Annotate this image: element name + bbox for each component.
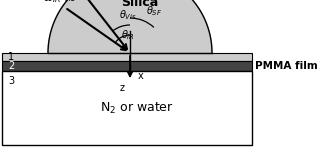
Text: PMMA film: PMMA film <box>255 61 318 71</box>
Text: $\omega_{IR}$: $\omega_{IR}$ <box>43 0 61 5</box>
Text: N$_2$ or water: N$_2$ or water <box>100 100 174 116</box>
Text: 2: 2 <box>8 61 14 71</box>
Text: $\omega_{Vis}$: $\omega_{Vis}$ <box>54 0 77 4</box>
Text: 3: 3 <box>8 76 14 86</box>
Polygon shape <box>48 0 212 53</box>
Bar <box>2 53 252 61</box>
Bar <box>2 71 252 145</box>
Text: $\theta_{Vis}$: $\theta_{Vis}$ <box>119 8 137 21</box>
Text: 1: 1 <box>8 52 14 62</box>
Text: $\theta_{IR}$: $\theta_{IR}$ <box>121 29 135 42</box>
Text: $\theta_{SF}$: $\theta_{SF}$ <box>146 5 162 18</box>
Text: x: x <box>138 71 144 81</box>
Text: Silica: Silica <box>121 0 159 9</box>
Text: z: z <box>120 83 125 93</box>
Bar <box>2 61 252 71</box>
